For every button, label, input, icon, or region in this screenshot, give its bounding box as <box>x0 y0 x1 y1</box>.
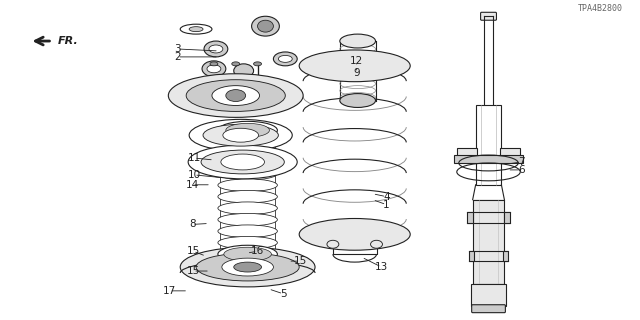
Ellipse shape <box>223 128 259 142</box>
Ellipse shape <box>327 240 339 248</box>
Text: 17: 17 <box>163 286 176 296</box>
Ellipse shape <box>186 80 285 111</box>
Text: 10: 10 <box>188 170 201 180</box>
Text: 16: 16 <box>251 246 264 256</box>
Text: 15: 15 <box>186 246 200 256</box>
FancyBboxPatch shape <box>481 12 497 20</box>
Ellipse shape <box>189 119 292 151</box>
Ellipse shape <box>204 41 228 57</box>
Ellipse shape <box>180 24 212 34</box>
Ellipse shape <box>218 236 277 249</box>
Ellipse shape <box>207 65 221 73</box>
Text: 3: 3 <box>174 44 180 54</box>
Text: 1: 1 <box>383 200 390 210</box>
FancyBboxPatch shape <box>472 305 506 313</box>
Ellipse shape <box>189 27 203 32</box>
Text: 6: 6 <box>518 165 525 175</box>
Ellipse shape <box>188 145 297 179</box>
Bar <box>470 284 506 306</box>
Ellipse shape <box>218 202 277 214</box>
Ellipse shape <box>218 179 277 191</box>
Ellipse shape <box>340 93 376 108</box>
Text: 7: 7 <box>518 157 525 167</box>
Ellipse shape <box>299 219 410 250</box>
Ellipse shape <box>222 258 273 276</box>
Ellipse shape <box>218 156 277 168</box>
Bar <box>504 212 510 223</box>
Ellipse shape <box>218 121 277 139</box>
Ellipse shape <box>218 167 277 180</box>
Bar <box>504 251 508 261</box>
Ellipse shape <box>218 245 277 263</box>
Bar <box>476 106 501 185</box>
Text: 4: 4 <box>383 192 390 202</box>
Ellipse shape <box>299 50 410 82</box>
Ellipse shape <box>278 55 292 62</box>
Text: 12: 12 <box>350 56 364 66</box>
Bar <box>467 212 473 223</box>
Ellipse shape <box>252 16 279 36</box>
Ellipse shape <box>340 34 376 48</box>
Ellipse shape <box>210 62 218 66</box>
Ellipse shape <box>201 150 284 174</box>
Ellipse shape <box>253 62 262 66</box>
Text: 9: 9 <box>353 68 360 78</box>
Text: 14: 14 <box>186 180 199 190</box>
Text: 15: 15 <box>186 266 200 276</box>
Bar <box>468 251 474 261</box>
Text: 8: 8 <box>189 220 195 229</box>
Bar <box>457 148 477 162</box>
Ellipse shape <box>273 52 297 66</box>
Text: 15: 15 <box>294 256 307 266</box>
Ellipse shape <box>196 253 299 281</box>
Ellipse shape <box>232 62 240 66</box>
Ellipse shape <box>209 45 223 53</box>
Ellipse shape <box>371 240 383 248</box>
Ellipse shape <box>224 247 271 261</box>
Text: 13: 13 <box>375 262 388 272</box>
Text: 5: 5 <box>280 289 287 299</box>
Ellipse shape <box>257 20 273 32</box>
Text: 11: 11 <box>188 153 201 163</box>
Text: 2: 2 <box>174 52 180 62</box>
Ellipse shape <box>212 86 260 106</box>
Ellipse shape <box>226 123 269 137</box>
Text: FR.: FR. <box>58 36 78 46</box>
Ellipse shape <box>218 190 277 203</box>
Ellipse shape <box>226 90 246 101</box>
Ellipse shape <box>202 61 226 77</box>
Ellipse shape <box>234 262 262 272</box>
Bar <box>500 148 520 162</box>
Ellipse shape <box>168 74 303 117</box>
Ellipse shape <box>218 213 277 226</box>
Bar <box>473 200 504 284</box>
Ellipse shape <box>218 225 277 237</box>
Ellipse shape <box>234 64 253 78</box>
Ellipse shape <box>221 154 264 170</box>
Ellipse shape <box>180 247 315 287</box>
Ellipse shape <box>203 124 278 146</box>
Text: TPA4B2800: TPA4B2800 <box>577 4 622 13</box>
Ellipse shape <box>218 144 277 157</box>
Bar <box>454 155 524 163</box>
